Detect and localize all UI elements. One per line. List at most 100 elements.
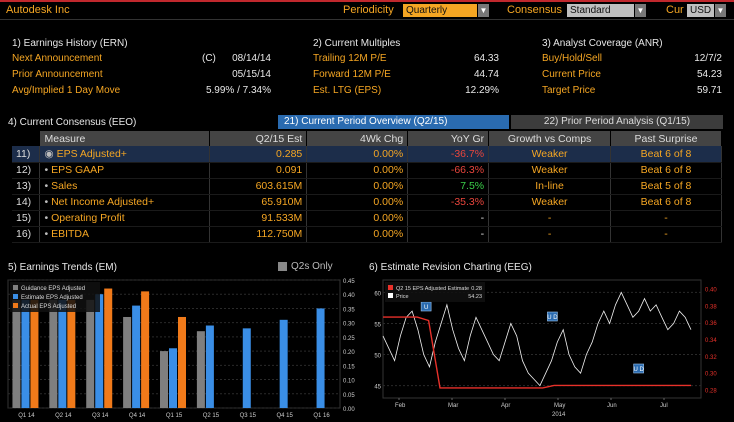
index-column-header — [12, 131, 41, 146]
target-price-value: 59.71 — [696, 85, 722, 96]
periodicity-chevron-icon[interactable]: ▼ — [478, 4, 489, 17]
row-yoy-growth: - — [407, 226, 490, 243]
row-past-surprise: Beat 6 of 8 — [610, 162, 722, 179]
trailing-pe-value: 64.33 — [473, 53, 499, 64]
earnings-trends-chart: 0.45 0.40 0.35 0.30 0.25 0.20 0.15 0.10 0.05 0.00… — [7, 279, 355, 419]
forward-pe-label: Forward 12M P/E — [313, 69, 391, 80]
prior-announcement-value: 05/15/14 — [232, 69, 271, 80]
row-measure-label: Operating Profit — [51, 212, 125, 224]
row-past-surprise: - — [610, 210, 722, 227]
right-tick-label: 0.36 — [705, 321, 717, 327]
marker-box — [547, 311, 558, 322]
row-measure: • Net Income Adjusted+ — [39, 194, 211, 211]
consensus-chevron-icon[interactable]: ▼ — [635, 4, 646, 17]
row-estimate: 0.285 — [209, 146, 308, 163]
x-tick-label: Apr — [501, 403, 510, 409]
y-tick-label: 0.15 — [343, 364, 355, 370]
title-bar — [0, 0, 734, 20]
bar-estimate — [21, 299, 30, 408]
tab-current-period[interactable]: 21) Current Period Overview (Q2/15) — [278, 115, 509, 129]
q2s-only-checkbox[interactable] — [278, 262, 287, 271]
row-measure-label: Net Income Adjusted+ — [51, 196, 155, 208]
left-tick-label: 60 — [374, 291, 381, 297]
table-row[interactable]: 14) • Net Income Adjusted+ 65.910M 0.00% -35… — [12, 194, 722, 211]
est-column-header[interactable]: Q2/15 Est — [209, 131, 308, 146]
surprise-column-header[interactable]: Past Surprise — [610, 131, 722, 146]
x-tick-label: Q4 14 — [129, 413, 146, 419]
x-tick-label: Jun — [607, 403, 617, 409]
row-4wk-change: 0.00% — [306, 162, 409, 179]
legend-swatch — [13, 285, 18, 290]
consensus-dropdown[interactable]: Standard — [567, 4, 634, 17]
table-row[interactable]: 11) ◉ EPS Adjusted+ 0.285 0.00% -36.7% Weaker… — [12, 146, 722, 163]
table-row[interactable]: 15) • Operating Profit 91.533M 0.00% - - - — [12, 210, 722, 227]
y-tick-label: 0.30 — [343, 322, 355, 328]
left-tick-label: 50 — [374, 354, 381, 360]
chg-column-header[interactable]: 4Wk Chg — [306, 131, 409, 146]
legend-box — [10, 282, 100, 312]
row-yoy-growth: -36.7% — [407, 146, 490, 163]
bullet-icon[interactable]: • — [44, 164, 52, 176]
right-tick-label: 0.34 — [705, 338, 717, 344]
row-measure-label: EPS GAAP — [51, 164, 105, 176]
x-tick-label: Q3 14 — [92, 413, 109, 419]
row-index: 11) — [12, 146, 41, 163]
table-row[interactable]: 13) • Sales 603.615M 0.00% 7.5% In-line Beat 5… — [12, 178, 722, 195]
y-tick-label: 0.45 — [343, 279, 355, 285]
y-tick-label: 0.00 — [343, 407, 355, 413]
bar-estimate — [316, 308, 325, 408]
bullet-icon[interactable]: • — [44, 212, 52, 224]
legend-box — [385, 282, 485, 302]
bullet-icon[interactable]: • — [44, 228, 52, 240]
row-past-surprise: - — [610, 226, 722, 243]
earnings-history-title[interactable]: 1) Earnings History (ERN) — [12, 38, 128, 49]
bar-estimate — [169, 348, 177, 408]
trailing-pe-label: Trailing 12M P/E — [313, 53, 387, 64]
security-title: Autodesk Inc — [6, 4, 70, 16]
row-estimate: 112.750M — [209, 226, 308, 243]
legend-label: Estimate EPS Adjusted — [21, 295, 83, 301]
earnings-trends-title[interactable]: 5) Earnings Trends (EM) — [8, 262, 117, 273]
earnings-trends-panel: 5) Earnings Trends (EM) Q2s Only 0.45 0.4… — [0, 258, 364, 422]
right-tick-label: 0.40 — [705, 287, 717, 293]
left-tick-label: 45 — [374, 385, 381, 391]
next-announcement-value: 08/14/14 — [232, 53, 271, 64]
measure-column-header[interactable]: Measure — [39, 131, 211, 146]
legend-label: Price — [396, 294, 409, 300]
periodicity-dropdown[interactable]: Quarterly — [403, 4, 477, 17]
consensus-table: Measure Q2/15 Est 4Wk Chg YoY Gr Growth … — [12, 131, 722, 243]
yoy-column-header[interactable]: YoY Gr — [407, 131, 490, 146]
chart-legend: Q2 15 EPS Adjusted Estimate 0.28 Price 54.2… — [385, 282, 485, 302]
row-4wk-change: 0.00% — [306, 226, 409, 243]
radio-selected-icon[interactable]: ◉ — [44, 147, 57, 160]
current-consensus-title[interactable]: 4) Current Consensus (EEO) — [8, 117, 137, 128]
row-index: 16) — [12, 226, 41, 243]
x-tick-label: Q1 15 — [166, 413, 183, 419]
bullet-icon[interactable]: • — [44, 180, 52, 192]
current-multiples-title: 2) Current Multiples — [313, 38, 401, 49]
tab-prior-period[interactable]: 22) Prior Period Analysis (Q1/15) — [511, 115, 723, 129]
bar-actual — [104, 288, 113, 408]
bar-actual — [67, 299, 76, 408]
x-tick-label: Q4 15 — [276, 413, 293, 419]
x-tick-label: Feb — [395, 403, 406, 409]
comps-column-header[interactable]: Growth vs Comps — [488, 131, 612, 146]
revision-marker: U D — [547, 311, 558, 322]
table-row[interactable]: 16) • EBITDA 112.750M 0.00% - - - — [12, 226, 722, 243]
y-tick-label: 0.25 — [343, 336, 355, 342]
currency-chevron-icon[interactable]: ▼ — [715, 4, 726, 17]
bullet-icon[interactable]: • — [44, 196, 52, 208]
q2s-only-label: Q2s Only — [291, 261, 333, 272]
currency-dropdown[interactable]: USD — [687, 4, 714, 17]
row-yoy-growth: -66.3% — [407, 162, 490, 179]
row-4wk-change: 0.00% — [306, 178, 409, 195]
row-estimate: 65.910M — [209, 194, 308, 211]
currency-label: Cur — [666, 4, 684, 16]
table-row[interactable]: 12) • EPS GAAP 0.091 0.00% -66.3% Weaker Beat … — [12, 162, 722, 179]
price-line — [382, 291, 692, 387]
buy-hold-sell-label: Buy/Hold/Sell — [542, 53, 603, 64]
estimate-revision-title[interactable]: 6) Estimate Revision Charting (EEG) — [369, 262, 532, 273]
current-price-value: 54.23 — [696, 69, 722, 80]
analyst-coverage-title[interactable]: 3) Analyst Coverage (ANR) — [542, 38, 663, 49]
table-header-row: Measure Q2/15 Est 4Wk Chg YoY Gr Growth … — [12, 131, 722, 146]
